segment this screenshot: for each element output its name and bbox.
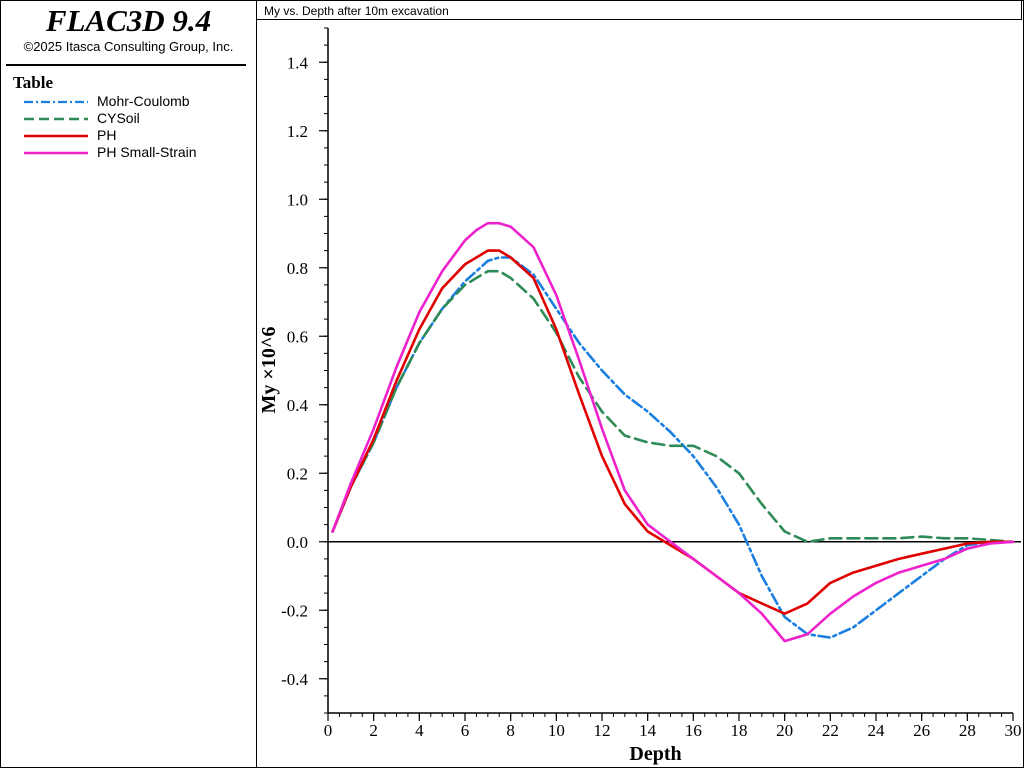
chart-panel — [256, 0, 1024, 768]
x-tick-label: 22 — [822, 721, 839, 740]
y-tick-label: 1.4 — [287, 53, 309, 72]
legend-label: PH — [97, 127, 117, 143]
legend-item-ph: PH — [23, 127, 253, 144]
chart-axes — [319, 27, 1021, 721]
legend-title: Table — [13, 73, 54, 92]
x-tick-label: 0 — [324, 721, 333, 740]
x-tick-label: 16 — [685, 721, 702, 740]
series-line-mohr-coulomb — [331, 256, 1015, 639]
y-tick-label: 0.8 — [287, 259, 308, 278]
x-tick-label: 26 — [913, 721, 930, 740]
chart-labels: -0.4-0.20.00.20.40.60.81.01.21.40 2 4 6 8 10 1… — [258, 53, 1022, 765]
x-tick-label: 24 — [868, 721, 886, 740]
divider — [6, 64, 246, 66]
legend-panel: FLAC3D 9.4 ©2025 Itasca Consulting Group… — [0, 0, 256, 768]
y-tick-label: -0.4 — [281, 670, 308, 689]
legend-label: Mohr-Coulomb — [97, 93, 190, 109]
app-brand-title: FLAC3D 9.4 — [45, 3, 212, 38]
legend-item-mohr-coulomb: Mohr-Coulomb — [23, 93, 253, 110]
chart-series — [331, 221, 1015, 643]
legend-item-cysoil: CYSoil — [23, 110, 253, 127]
x-tick-label: 10 — [548, 721, 565, 740]
y-tick-label: 0.6 — [287, 327, 308, 346]
y-tick-label: 0.0 — [287, 533, 308, 552]
legend-swatch-ph-small-strain — [24, 151, 88, 155]
y-tick-label: 0.4 — [287, 396, 309, 415]
x-tick-label: 6 — [461, 721, 470, 740]
legend-swatch-ph — [24, 134, 88, 138]
y-tick-label: 0.2 — [287, 464, 308, 483]
y-tick-label: 1.2 — [287, 122, 308, 141]
legend-label: CYSoil — [97, 110, 140, 126]
y-tick-label: 1.0 — [287, 190, 308, 209]
legend-label: PH Small-Strain — [97, 144, 197, 160]
x-tick-label: 14 — [639, 721, 657, 740]
x-axis-label: Depth — [629, 743, 681, 765]
x-tick-label: 12 — [594, 721, 611, 740]
chart-title: My vs. Depth after 10m excavation — [264, 4, 449, 18]
y-axis-label: My ×10^6 — [258, 327, 280, 414]
x-tick-label: 20 — [776, 721, 793, 740]
series-line-cysoil — [331, 269, 1015, 544]
x-tick-label: 8 — [506, 721, 515, 740]
series-line-ph — [331, 249, 1015, 616]
x-tick-label: 18 — [731, 721, 748, 740]
x-tick-label: 30 — [1005, 721, 1022, 740]
legend-item-ph-small-strain: PH Small-Strain — [23, 144, 253, 161]
chart-title-bar: My vs. Depth after 10m excavation — [256, 0, 1022, 20]
x-tick-label: 2 — [369, 721, 378, 740]
legend-swatch-mohr-coulomb — [24, 100, 88, 104]
copyright-text: ©2025 Itasca Consulting Group, Inc. — [23, 39, 234, 54]
legend-swatch-cysoil — [24, 117, 88, 121]
y-tick-label: -0.2 — [281, 601, 308, 620]
x-tick-label: 28 — [959, 721, 976, 740]
series-line-ph-small-strain — [331, 221, 1015, 643]
x-tick-label: 4 — [415, 721, 424, 740]
